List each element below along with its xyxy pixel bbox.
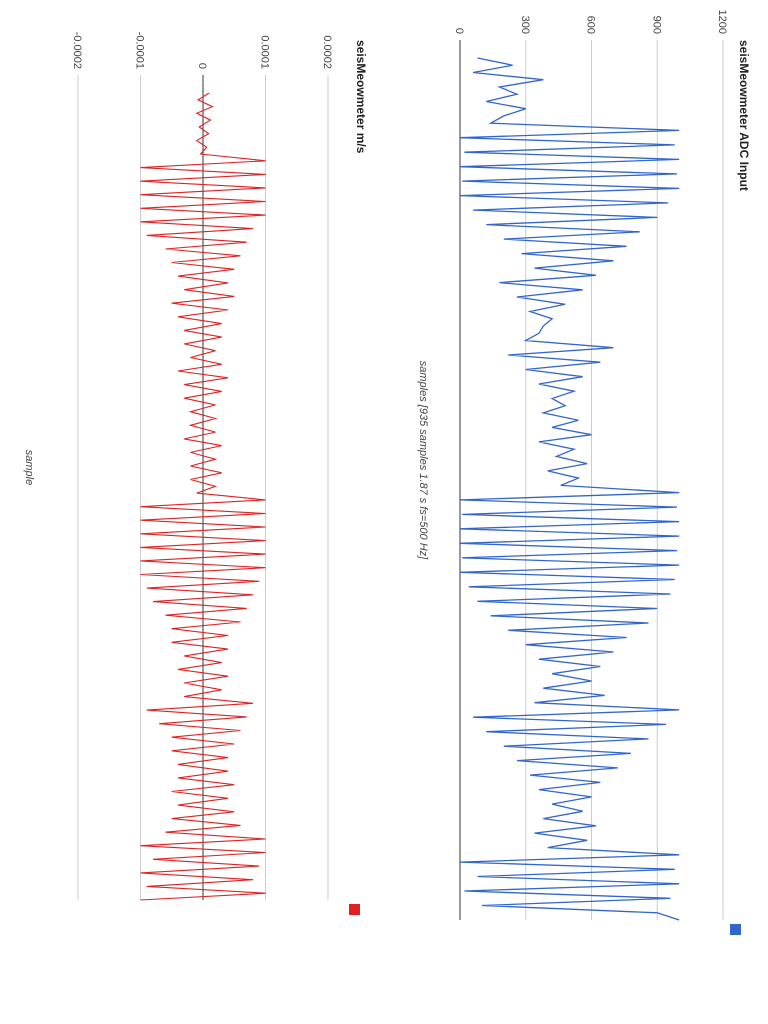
velocity-legend-swatch	[349, 904, 360, 915]
adc-y-tick-label: 300	[519, 16, 531, 34]
adc-y-tick-labels: 0 300 600 900 1200	[453, 10, 728, 34]
adc-y-tick-label: 900	[650, 16, 662, 34]
rotated-page: seisMeowmeter ADC Input 0 300 600 900 1200 s…	[23, 10, 751, 935]
velocity-chart-title: seisMeowmeter m/s	[354, 40, 368, 154]
adc-y-tick-label: 1200	[716, 10, 728, 34]
adc-chart: seisMeowmeter ADC Input 0 300 600 900 1200 s…	[417, 10, 751, 935]
adc-y-tick-label: 0	[453, 28, 465, 34]
velocity-y-tick-label: -0.0002	[71, 32, 83, 69]
velocity-y-tick-labels: -0.0002 -0.0001 0 0.0001 0.0002	[71, 32, 333, 69]
velocity-gridlines	[77, 75, 329, 900]
adc-x-axis-label: samples [935 samples 1.87 s fs=500 Hz]	[417, 361, 429, 560]
velocity-x-axis-label: sample	[23, 450, 35, 485]
adc-legend-swatch	[730, 924, 741, 935]
velocity-y-tick-label: 0.0001	[259, 35, 271, 69]
velocity-series-line	[140, 92, 266, 901]
velocity-chart: seisMeowmeter m/s -0.0002 -0.0001 0 0.0001 0…	[23, 32, 368, 915]
adc-gridlines	[459, 40, 724, 920]
adc-y-tick-label: 600	[585, 16, 597, 34]
adc-series-line	[459, 57, 680, 921]
velocity-y-tick-label: 0	[196, 63, 208, 69]
adc-chart-title: seisMeowmeter ADC Input	[737, 40, 751, 191]
velocity-y-tick-label: 0.0002	[321, 35, 333, 69]
velocity-y-tick-label: -0.0001	[134, 32, 146, 69]
